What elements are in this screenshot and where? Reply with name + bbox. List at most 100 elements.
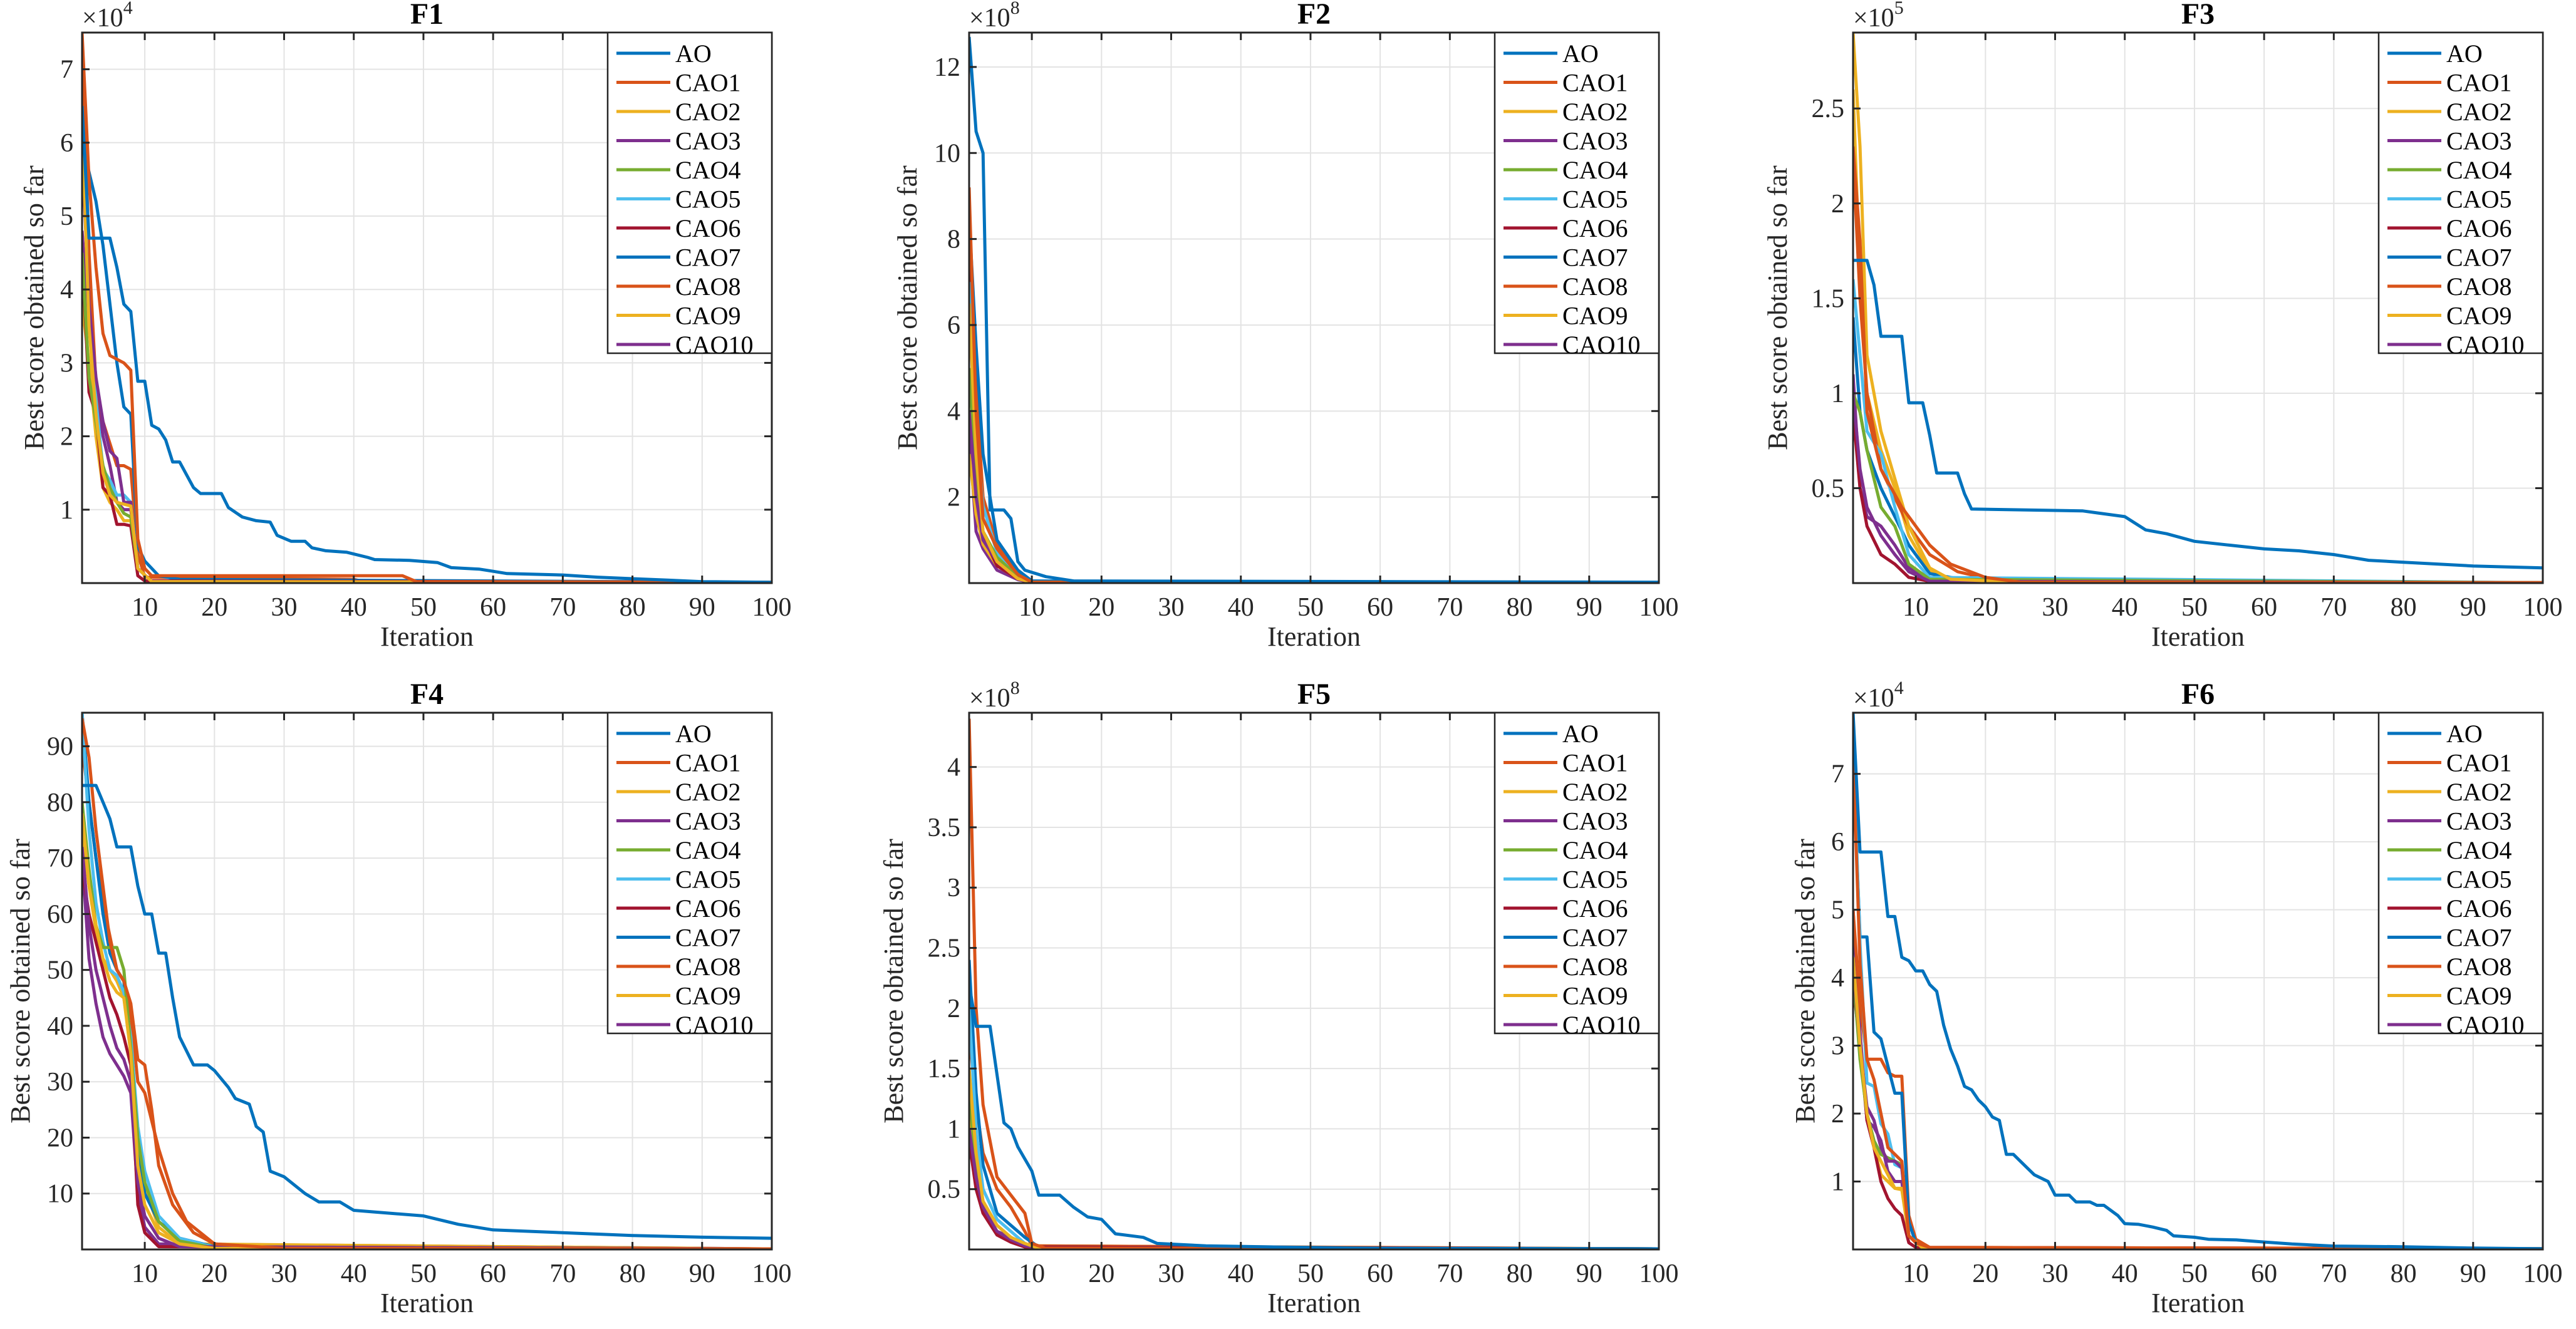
legend-item: CAO6 [1504,214,1628,242]
legend-label: CAO9 [2446,982,2511,1010]
y-tick-label: 1 [1831,380,1844,408]
x-tick-label: 30 [271,593,298,622]
legend-item: CAO8 [1504,953,1628,981]
series-line-cao1 [1853,146,2543,583]
x-tick-label: 50 [1297,593,1324,622]
legend-label: CAO10 [1562,331,1640,359]
legend-label: CAO8 [1562,953,1628,981]
series-line-ao [82,106,772,583]
legend-label: AO [2446,720,2483,748]
x-tick-label: 70 [2320,1259,2347,1288]
y-axis-multiplier: ×108 [969,0,1020,33]
y-tick-label: 1.5 [928,1055,961,1083]
legend-label: AO [1562,39,1599,68]
legend-label: CAO10 [675,1011,753,1039]
legend-label: CAO5 [1562,185,1628,214]
legend-label: CAO1 [675,749,740,777]
y-tick-label: 7 [60,56,73,85]
legend-label: CAO1 [675,69,740,97]
legend: AOCAO1CAO2CAO3CAO4CAO5CAO6CAO7CAO8CAO9CA… [2377,31,2544,359]
y-tick-label: 2 [60,423,73,452]
x-tick-label: 60 [1367,593,1393,622]
subplot-title: F5 [1297,678,1331,711]
y-tick-label: 2.5 [928,934,961,963]
x-tick-label: 100 [1639,1259,1679,1288]
series-line-cao2 [82,813,772,1249]
legend-item: CAO10 [1504,1011,1640,1039]
legend-label: CAO5 [2446,866,2511,894]
legend-item: CAO3 [1504,807,1628,835]
series-line-cao2 [82,120,772,583]
legend-label: AO [675,39,712,68]
legend-item: CAO4 [2387,156,2511,184]
legend-label: CAO3 [2446,127,2511,155]
series-group [1853,713,2543,1249]
y-axis-label: Best score obtained so far [892,165,923,450]
x-tick-label: 90 [2460,593,2486,622]
legend-label: CAO9 [675,302,740,330]
series-line-cao2 [969,1068,1659,1249]
x-tick-label: 70 [1436,593,1463,622]
x-tick-label: 50 [1297,1259,1324,1288]
legend-label: CAO9 [1562,982,1628,1010]
legend-item: CAO7 [616,924,740,952]
legend-item: AO [2387,39,2483,68]
y-tick-label: 8 [947,225,960,254]
x-tick-label: 90 [1576,593,1602,622]
legend-item: CAO10 [1504,331,1640,359]
legend-item: CAO3 [2387,807,2511,835]
x-tick-label: 70 [549,593,576,622]
legend-label: CAO10 [2446,1011,2524,1039]
legend-label: CAO4 [1562,156,1628,184]
legend-item: CAO1 [1504,69,1628,97]
y-tick-label: 4 [1831,964,1844,993]
x-tick-label: 70 [1436,1259,1463,1288]
x-tick-label: 40 [2112,593,2138,622]
x-tick-label: 10 [1019,593,1045,622]
legend-item: CAO4 [1504,156,1628,184]
multiplier-base: ×10 [969,4,1010,33]
y-tick-label: 1 [60,496,73,525]
legend-label: CAO8 [2446,953,2511,981]
legend-item: CAO2 [616,98,740,126]
y-tick-label: 6 [1831,828,1844,857]
y-tick-label: 50 [47,956,73,985]
legend-label: CAO6 [2446,894,2511,923]
legend-item: AO [1504,720,1599,748]
multiplier-base: ×10 [82,4,123,33]
y-tick-label: 1 [1831,1168,1844,1197]
y-axis-multiplier: ×104 [82,0,133,33]
legend-label: CAO10 [675,331,753,359]
y-tick-label: 5 [60,202,73,231]
legend-item: CAO3 [616,127,740,155]
x-tick-label: 10 [132,1259,158,1288]
legend-box [606,711,773,1035]
multiplier-base: ×10 [1853,4,1894,33]
y-tick-label: 10 [47,1180,73,1209]
legend-label: CAO8 [2446,272,2511,301]
x-tick-label: 50 [2181,593,2208,622]
legend-item: CAO8 [616,272,740,301]
y-tick-label: 20 [47,1124,73,1152]
legend-label: CAO6 [675,214,740,242]
x-tick-label: 50 [2181,1259,2208,1288]
legend-item: CAO6 [2387,214,2511,242]
x-tick-label: 90 [689,1259,715,1288]
y-tick-label: 40 [47,1012,73,1041]
series-line-cao1 [82,718,772,1249]
x-tick-label: 40 [341,1259,367,1288]
legend-box [1493,711,1660,1035]
legend-item: CAO2 [1504,778,1628,806]
legend-label: CAO7 [2446,244,2511,272]
y-tick-label: 1 [947,1115,960,1144]
x-tick-label: 40 [341,593,367,622]
x-tick-label: 20 [1972,593,1998,622]
y-tick-label: 1.5 [1812,284,1845,313]
x-tick-label: 90 [1576,1259,1602,1288]
legend-item: CAO10 [616,1011,753,1039]
legend-item: CAO6 [2387,894,2511,923]
legend-item: CAO1 [616,69,740,97]
legend-item: CAO2 [2387,778,2511,806]
legend: AOCAO1CAO2CAO3CAO4CAO5CAO6CAO7CAO8CAO9CA… [1493,31,1660,359]
